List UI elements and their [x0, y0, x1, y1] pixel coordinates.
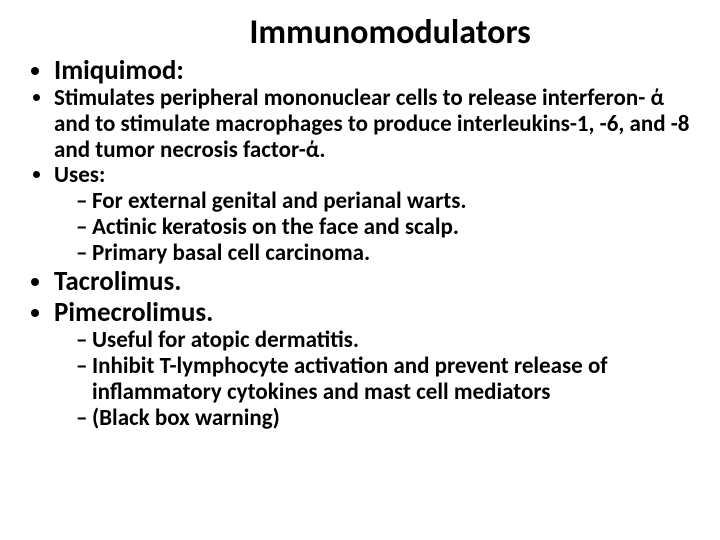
sub-list-item: Primary basal cell carcinoma. — [76, 241, 692, 267]
list-item: Imiquimod: — [54, 55, 692, 86]
list-item: Pimecrolimus. Useful for atopic dermatit… — [54, 297, 692, 431]
list-item: Tacrolimus. — [54, 266, 692, 297]
sub-list-item: For external genital and perianal warts. — [76, 189, 692, 215]
sub-list-item: Actinic keratosis on the face and scalp. — [76, 215, 692, 241]
bullet-list: Imiquimod: Stimulates peripheral mononuc… — [28, 55, 692, 431]
sub-list-item-text: Useful for atopic dermatitis. — [92, 326, 359, 354]
list-item-text: Uses: — [54, 161, 105, 189]
slide-title: Immunomodulators — [88, 12, 692, 53]
sub-list-item: Inhibit T-lymphocyte activation and prev… — [76, 354, 692, 406]
sub-list: Useful for atopic dermatitis. Inhibit T-… — [54, 328, 692, 431]
list-item: Stimulates peripheral mononuclear cells … — [54, 86, 692, 163]
sub-list-item-text: Primary basal cell carcinoma. — [92, 239, 370, 267]
list-item-text: Imiquimod: — [54, 54, 184, 87]
sub-list-item-text: For external genital and perianal warts. — [92, 187, 467, 215]
sub-list-item-text: Inhibit T-lymphocyte activation and prev… — [92, 352, 608, 406]
list-item: Uses: For external genital and perianal … — [54, 163, 692, 266]
list-item-text: Tacrolimus. — [54, 265, 181, 298]
sub-list-item-text: (Black box warning) — [92, 404, 280, 432]
sub-list-item: (Black box warning) — [76, 406, 692, 432]
list-item-text: Stimulates peripheral mononuclear cells … — [54, 84, 689, 164]
sub-list-item-text: Actinic keratosis on the face and scalp. — [92, 213, 459, 241]
sub-list-item: Useful for atopic dermatitis. — [76, 328, 692, 354]
sub-list: For external genital and perianal warts.… — [54, 189, 692, 266]
list-item-text: Pimecrolimus. — [54, 296, 213, 329]
